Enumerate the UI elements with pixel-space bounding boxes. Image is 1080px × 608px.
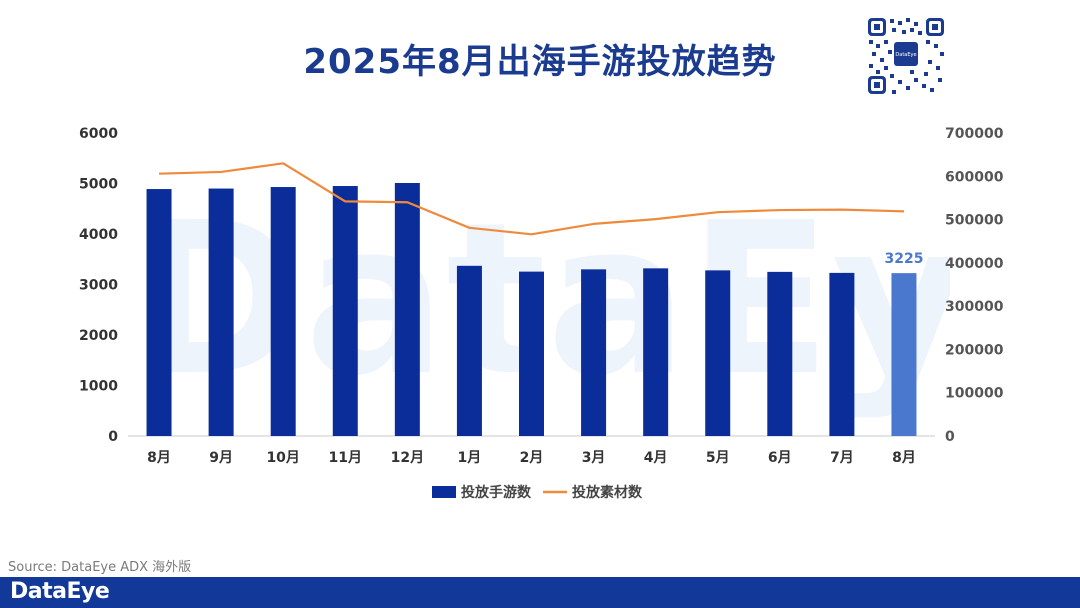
legend-swatch-bar	[432, 486, 456, 498]
bar	[456, 265, 482, 436]
left-tick-label: 3000	[79, 278, 118, 294]
right-tick-label: 600000	[945, 169, 1004, 185]
x-tick-label: 5月	[706, 450, 730, 466]
series-line	[159, 162, 904, 236]
qr-logo-label: DataEye	[895, 52, 916, 58]
x-axis: 8月 9月 10月 11月 12月 1月 2月 3月 4月 5月 6月 7月 8月	[147, 450, 916, 466]
left-tick-label: 4000	[79, 227, 118, 243]
brand-logo: DataEye	[10, 579, 110, 604]
bar	[394, 182, 420, 436]
bar	[332, 186, 358, 436]
bar	[519, 271, 544, 436]
left-axis: 0 1000 2000 3000 4000 5000 6000	[79, 126, 118, 445]
legend-label: 投放手游数	[461, 484, 532, 501]
bar	[208, 188, 234, 436]
left-tick-label: 6000	[79, 126, 118, 142]
chart-title: 2025年8月出海手游投放趋势	[303, 42, 777, 82]
x-tick-label: 12月	[391, 450, 424, 466]
left-tick-label: 5000	[79, 177, 118, 193]
right-tick-label: 300000	[945, 299, 1004, 315]
left-tick-label: 1000	[79, 379, 118, 395]
x-tick-label: 11月	[329, 450, 362, 466]
data-label: 3225	[884, 251, 923, 267]
bar	[705, 270, 731, 436]
right-tick-label: 400000	[945, 256, 1004, 272]
x-tick-label: 1月	[458, 450, 482, 466]
x-tick-label: 7月	[830, 450, 854, 466]
left-tick-label: 2000	[79, 328, 118, 344]
legend: 投放手游数 投放素材数	[432, 484, 643, 501]
right-tick-label: 500000	[945, 213, 1004, 229]
footer-bar: DataEye	[0, 577, 1080, 608]
x-tick-label: 8月	[892, 450, 916, 466]
bar-series	[146, 182, 917, 436]
x-tick-label: 8月	[147, 450, 171, 466]
source-note: Source: DataEye ADX 海外版	[8, 560, 192, 575]
x-tick-label: 9月	[209, 450, 233, 466]
right-tick-label: 700000	[945, 126, 1004, 142]
bar	[767, 271, 793, 436]
x-tick-label: 6月	[768, 450, 792, 466]
bar	[270, 187, 296, 436]
annotation-layer: 3225	[884, 251, 923, 267]
x-tick-label: 10月	[266, 450, 299, 466]
right-tick-label: 0	[945, 429, 955, 445]
right-tick-label: 200000	[945, 342, 1004, 358]
x-tick-label: 3月	[582, 450, 606, 466]
bar	[643, 268, 669, 436]
bar	[146, 189, 172, 436]
chart: 0 1000 2000 3000 4000 5000 6000 0 100000 200000 3…	[79, 126, 1004, 501]
right-axis: 0 100000 200000 300000 400000 500000 600000 700…	[945, 126, 1004, 445]
right-tick-label: 100000	[945, 386, 1004, 402]
bar	[829, 272, 855, 436]
x-tick-label: 4月	[644, 450, 668, 466]
bar	[891, 273, 917, 436]
qr-code-icon: DataEye	[866, 16, 946, 96]
bar	[581, 269, 607, 436]
x-tick-label: 2月	[520, 450, 544, 466]
legend-label: 投放素材数	[572, 484, 643, 501]
left-tick-label: 0	[108, 429, 118, 445]
line-series	[159, 162, 904, 236]
